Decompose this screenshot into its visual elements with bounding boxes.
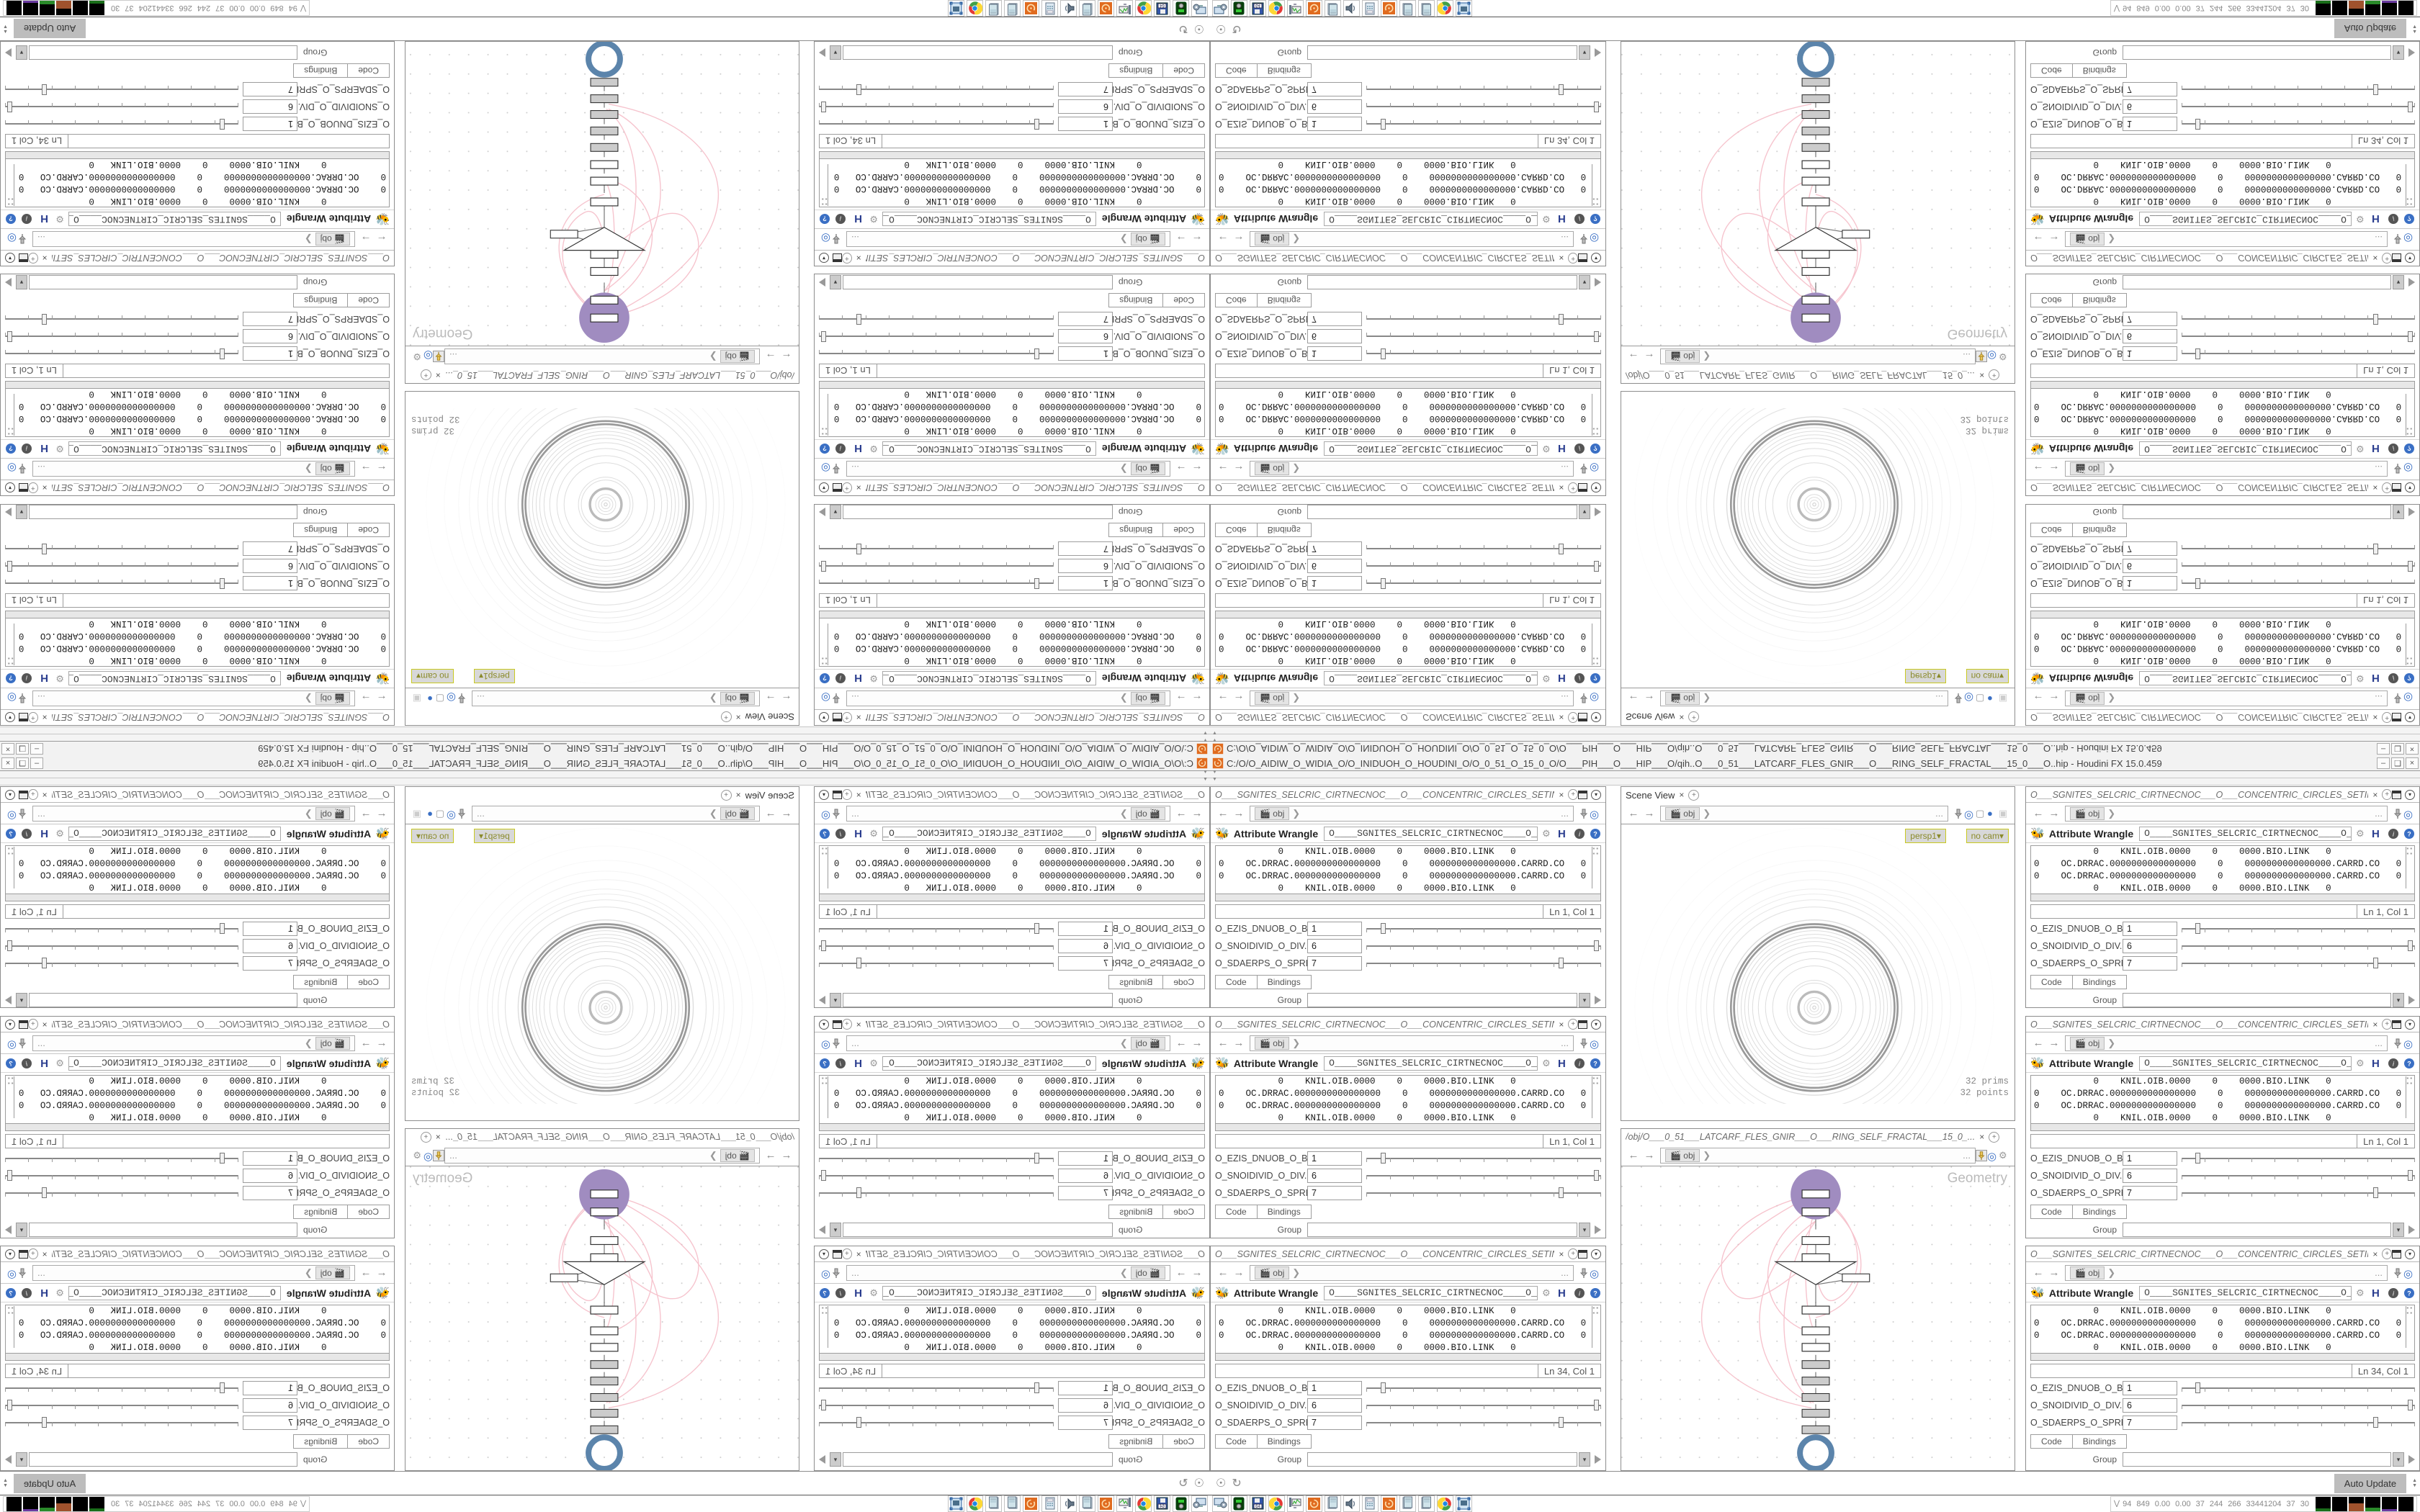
svg-text:i: i	[839, 675, 841, 682]
svg-text:i: i	[25, 215, 27, 222]
svg-text:?: ?	[1593, 1290, 1597, 1297]
svg-text:?: ?	[823, 215, 827, 222]
svg-text:?: ?	[2407, 1290, 2411, 1297]
svg-text:?: ?	[9, 445, 13, 452]
svg-text:64: 64	[1255, 3, 1260, 7]
svg-text:?: ?	[1593, 675, 1597, 682]
svg-text:i: i	[839, 215, 841, 222]
svg-text:i: i	[839, 830, 841, 837]
svg-text:?: ?	[9, 215, 13, 222]
svg-text:?: ?	[2407, 830, 2411, 837]
svg-text:?: ?	[823, 445, 827, 452]
svg-text:i: i	[25, 1060, 27, 1067]
svg-text:?: ?	[9, 1290, 13, 1297]
svg-text:?: ?	[1593, 215, 1597, 222]
svg-text:?: ?	[2407, 675, 2411, 682]
svg-text:?: ?	[823, 1060, 827, 1067]
svg-text:?: ?	[1593, 1060, 1597, 1067]
svg-text:?: ?	[9, 675, 13, 682]
svg-text:?: ?	[2407, 1060, 2411, 1067]
svg-text:?: ?	[823, 1290, 827, 1297]
svg-text:i: i	[25, 445, 27, 452]
svg-text:64: 64	[1160, 1505, 1165, 1509]
svg-text:?: ?	[9, 1060, 13, 1067]
svg-text:i: i	[25, 830, 27, 837]
svg-text:i: i	[839, 1060, 841, 1067]
svg-text:?: ?	[823, 675, 827, 682]
svg-text:i: i	[25, 1290, 27, 1297]
svg-text:?: ?	[1593, 445, 1597, 452]
svg-text:i: i	[25, 675, 27, 682]
svg-text:?: ?	[1593, 830, 1597, 837]
svg-text:i: i	[839, 1290, 841, 1297]
svg-text:?: ?	[9, 830, 13, 837]
svg-text:?: ?	[2407, 445, 2411, 452]
svg-text:?: ?	[823, 830, 827, 837]
svg-text:64: 64	[1255, 1505, 1260, 1509]
svg-text:64: 64	[1160, 3, 1165, 7]
svg-text:i: i	[839, 445, 841, 452]
svg-text:?: ?	[2407, 215, 2411, 222]
